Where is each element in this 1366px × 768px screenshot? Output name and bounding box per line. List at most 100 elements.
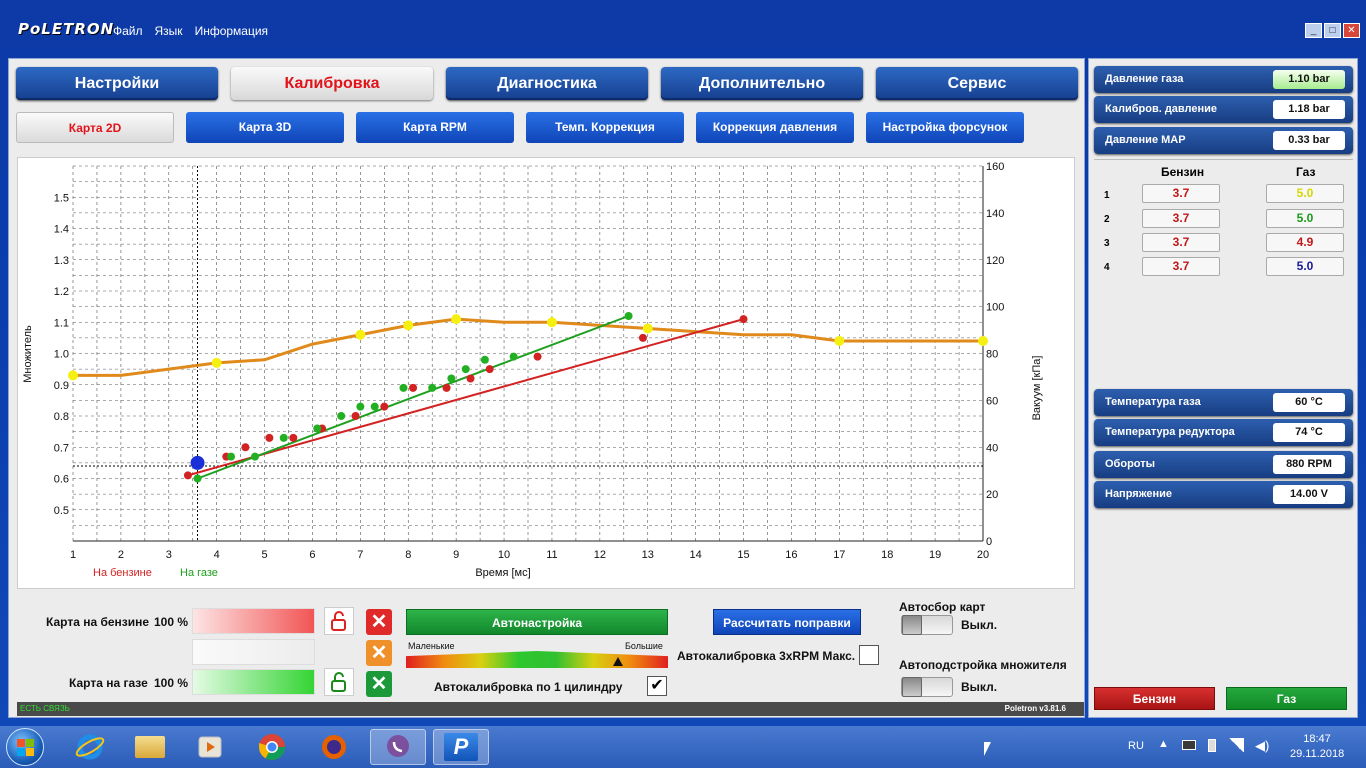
x-tick-label: 8: [405, 549, 411, 561]
y-left-tick-label: 1.1: [54, 317, 69, 329]
autoadjust-toggle[interactable]: [901, 677, 953, 697]
gas-map-pct: 100 %: [154, 676, 189, 690]
menu-language[interactable]: Язык: [154, 24, 183, 38]
volume-icon[interactable]: ◀): [1255, 738, 1270, 753]
y-right-tick-label: 80: [986, 349, 998, 361]
y-left-tick-label: 0.8: [54, 411, 69, 423]
autocollect-toggle[interactable]: [901, 615, 953, 635]
menu-file[interactable]: Файл: [113, 24, 143, 38]
signal-icon[interactable]: [1228, 738, 1244, 752]
switch-gas-button[interactable]: Газ: [1226, 687, 1347, 710]
y-right-axis-label: Вакуум [кПа]: [1031, 356, 1043, 421]
gauge-label: Давление газа: [1105, 73, 1184, 85]
start-button-icon[interactable]: [6, 728, 44, 766]
autocal-cyl-checkbox[interactable]: ✔: [647, 676, 667, 696]
tab-diagnostics[interactable]: Диагностика: [446, 67, 648, 100]
y-left-tick-label: 1.4: [54, 224, 69, 236]
multiplier-point: [834, 336, 845, 346]
viber-icon[interactable]: [370, 729, 426, 765]
subtab-map-3d[interactable]: Карта 3D: [186, 112, 344, 143]
x-tick-label: 6: [309, 549, 315, 561]
gas-point: [447, 374, 456, 383]
legend-petrol: На бензине: [93, 567, 152, 579]
gauge-label: Обороты: [1105, 458, 1156, 470]
tab-service[interactable]: Сервис: [876, 67, 1078, 100]
x-tick-label: 14: [690, 549, 702, 561]
gas-point: [279, 433, 288, 442]
tab-calibration[interactable]: Калибровка: [231, 67, 433, 100]
petrol-point: [466, 374, 475, 383]
subtab-temp-correction[interactable]: Темп. Коррекция: [526, 112, 684, 143]
menu-info[interactable]: Информация: [194, 24, 269, 38]
autocal-rpm-checkbox[interactable]: [859, 645, 879, 665]
subtab-injector-setup[interactable]: Настройка форсунок: [866, 112, 1024, 143]
autocollect-state: Выкл.: [961, 618, 998, 632]
tab-additional[interactable]: Дополнительно: [661, 67, 863, 100]
subtab-map-2d[interactable]: Карта 2D: [16, 112, 174, 143]
network-icon[interactable]: [1182, 740, 1196, 750]
gauge-reducer-temp: Температура редуктора 74 °C: [1094, 419, 1353, 446]
col-petrol-header: Бензин: [1161, 165, 1205, 179]
language-indicator[interactable]: RU: [1128, 740, 1144, 752]
cyl-num: 1: [1104, 190, 1110, 201]
taskbar: P RU ▲ ◀) 18:47 29.11.2018: [0, 726, 1366, 768]
calc-corrections-button[interactable]: Рассчитать поправки: [713, 609, 861, 635]
poletron-icon[interactable]: P: [433, 729, 489, 765]
petrol-point: [485, 365, 494, 374]
gauge-gas-temp: Температура газа 60 °C: [1094, 389, 1353, 416]
petrol-unlock-icon[interactable]: [324, 607, 354, 635]
both-reset-icon[interactable]: ✕: [366, 640, 392, 666]
gauge-value: 60 °C: [1273, 393, 1345, 412]
ie-icon[interactable]: [62, 729, 118, 765]
gas-map-bar[interactable]: [192, 669, 315, 695]
title-bar: PoLETRON Файл Язык Информация _ □ ✕: [0, 0, 1366, 58]
subtab-pressure-correction[interactable]: Коррекция давления: [696, 112, 854, 143]
multiplier-point: [451, 314, 462, 325]
app-window: PoLETRON Файл Язык Информация _ □ ✕ Наст…: [0, 0, 1366, 726]
scale-pointer-icon[interactable]: [613, 657, 623, 666]
autotune-button[interactable]: Автонастройка: [406, 609, 668, 635]
gas-reset-icon[interactable]: ✕: [366, 671, 392, 697]
petrol-reset-icon[interactable]: ✕: [366, 609, 392, 635]
cyl-gas-value: 5.0: [1266, 257, 1344, 276]
x-axis-label: Время [мс]: [475, 567, 530, 579]
clock[interactable]: 18:47 29.11.2018: [1290, 733, 1344, 760]
firefox-icon[interactable]: [306, 729, 362, 765]
tab-settings[interactable]: Настройки: [16, 67, 218, 100]
x-tick-label: 16: [785, 549, 797, 561]
tray-arrow-icon[interactable]: ▲: [1158, 738, 1169, 750]
petrol-point: [380, 402, 389, 411]
explorer-icon[interactable]: [122, 729, 178, 765]
switch-petrol-button[interactable]: Бензин: [1094, 687, 1215, 710]
multiplier-point: [642, 323, 653, 334]
petrol-map-bar[interactable]: [192, 608, 315, 634]
close-button[interactable]: ✕: [1343, 23, 1360, 38]
gas-unlock-icon[interactable]: [324, 668, 354, 696]
calibration-chart[interactable]: 1 2 3 4 5 6 7 8 9 10 11 12 13 14 15 16 17 18 19 20 0.5 0.6 0.7…: [17, 157, 1075, 589]
y-left-tick-label: 0.9: [54, 380, 69, 392]
petrol-point: [533, 352, 542, 361]
gas-point: [399, 383, 408, 392]
sensitivity-scale[interactable]: [406, 651, 668, 668]
x-tick-label: 13: [642, 549, 654, 561]
subtab-map-rpm[interactable]: Карта RPM: [356, 112, 514, 143]
y-left-tick-label: 1.3: [54, 255, 69, 267]
autocal-cyl-label: Автокалибровка по 1 цилиндру: [434, 680, 623, 694]
main-panel: Настройки Калибровка Диагностика Дополни…: [8, 58, 1085, 718]
y-left-tick-label: 1.2: [54, 286, 69, 298]
y-right-tick-label: 20: [986, 489, 998, 501]
x-tick-label: 20: [977, 549, 989, 561]
x-tick-label: 2: [118, 549, 124, 561]
petrol-map-pct: 100 %: [154, 615, 189, 629]
gas-point: [461, 365, 470, 374]
battery-icon[interactable]: [1208, 739, 1216, 752]
x-tick-label: 18: [881, 549, 893, 561]
minimize-button[interactable]: _: [1305, 23, 1322, 38]
scale-right-label: Большие: [625, 641, 663, 651]
maximize-button[interactable]: □: [1324, 23, 1341, 38]
legend-gas: На газе: [180, 567, 218, 579]
connection-status: ЕСТЬ СВЯЗЬ: [20, 704, 70, 713]
chrome-icon[interactable]: [244, 729, 300, 765]
status-bar: ЕСТЬ СВЯЗЬ Poletron v3.81.6: [17, 702, 1084, 716]
media-player-icon[interactable]: [182, 729, 238, 765]
